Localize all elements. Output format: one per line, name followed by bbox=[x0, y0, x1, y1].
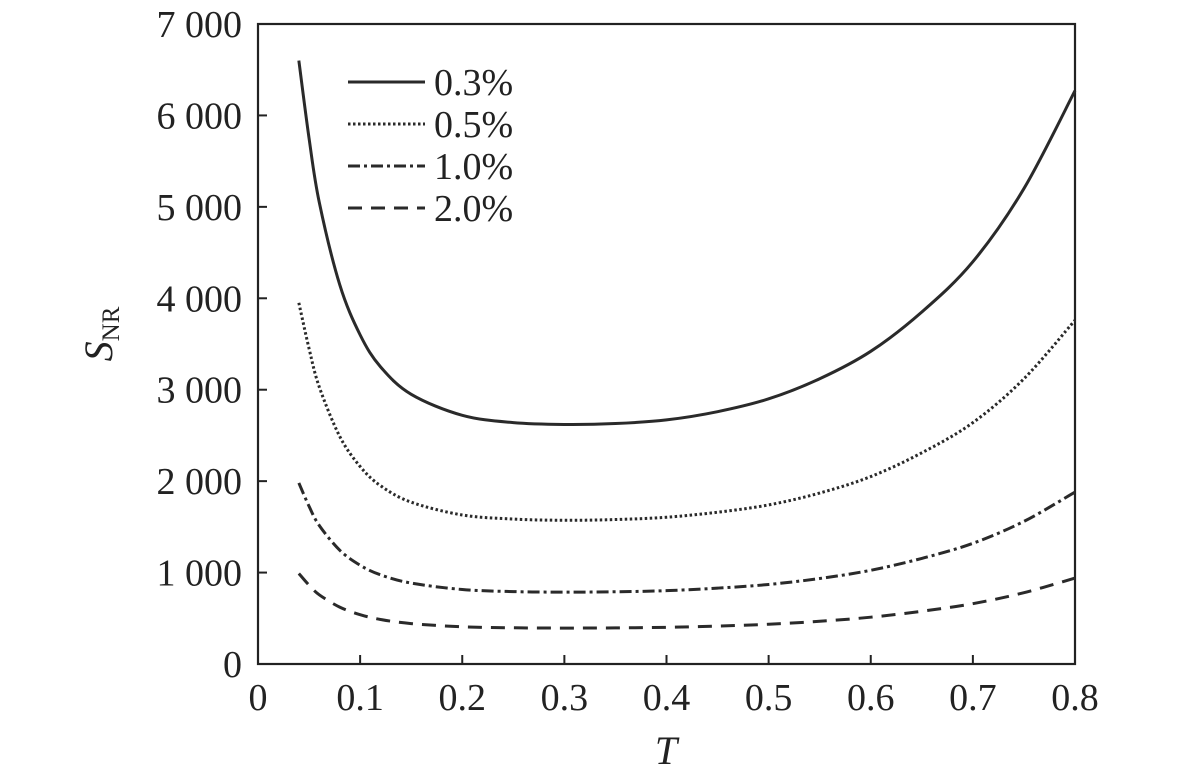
x-tick-label: 0.8 bbox=[1051, 677, 1099, 719]
legend-label: 1.0% bbox=[434, 146, 513, 188]
x-tick-label: 0 bbox=[249, 677, 268, 719]
x-tick-label: 0.1 bbox=[336, 677, 384, 719]
y-axis-title: SNR bbox=[76, 306, 125, 361]
y-tick-label: 6 000 bbox=[157, 95, 243, 137]
legend-label: 0.5% bbox=[434, 104, 513, 146]
series-line-0-3- bbox=[297, 60, 1077, 426]
series-line-1-0- bbox=[297, 482, 1076, 594]
legend-label: 2.0% bbox=[434, 188, 513, 230]
x-tick-label: 0.3 bbox=[541, 677, 589, 719]
series-line-2-0- bbox=[297, 572, 1076, 630]
y-axis-title-subscript: NR bbox=[98, 306, 125, 341]
y-tick-label: 0 bbox=[223, 644, 242, 686]
x-tick-label: 0.4 bbox=[643, 677, 691, 719]
x-axis-title: T bbox=[655, 728, 680, 773]
y-axis-title-main: S bbox=[76, 341, 121, 361]
y-tick-label: 1 000 bbox=[157, 553, 243, 595]
x-tick-label: 0.5 bbox=[745, 677, 793, 719]
x-tick-label: 0.2 bbox=[439, 677, 487, 719]
x-axis-ticks: 0 0.1 0.2 0.3 0.4 0.5 0.6 0.7 0.8 bbox=[249, 655, 1099, 719]
legend-label: 0.3% bbox=[434, 62, 513, 104]
series-layer bbox=[297, 60, 1077, 630]
plot-frame bbox=[256, 22, 1077, 666]
x-tick-label: 0.6 bbox=[847, 677, 895, 719]
y-tick-label: 4 000 bbox=[157, 278, 243, 320]
series-line-0-5- bbox=[297, 302, 1077, 522]
y-axis-ticks: 0 1 000 2 000 3 000 4 000 5 000 6 000 7 000 bbox=[157, 4, 267, 686]
y-tick-label: 3 000 bbox=[157, 370, 243, 412]
y-tick-label: 2 000 bbox=[157, 461, 243, 503]
y-tick-label: 7 000 bbox=[157, 4, 243, 46]
x-tick-label: 0.7 bbox=[949, 677, 997, 719]
y-tick-label: 5 000 bbox=[157, 187, 243, 229]
legend: 0.3%0.5%1.0%2.0% bbox=[348, 62, 513, 230]
